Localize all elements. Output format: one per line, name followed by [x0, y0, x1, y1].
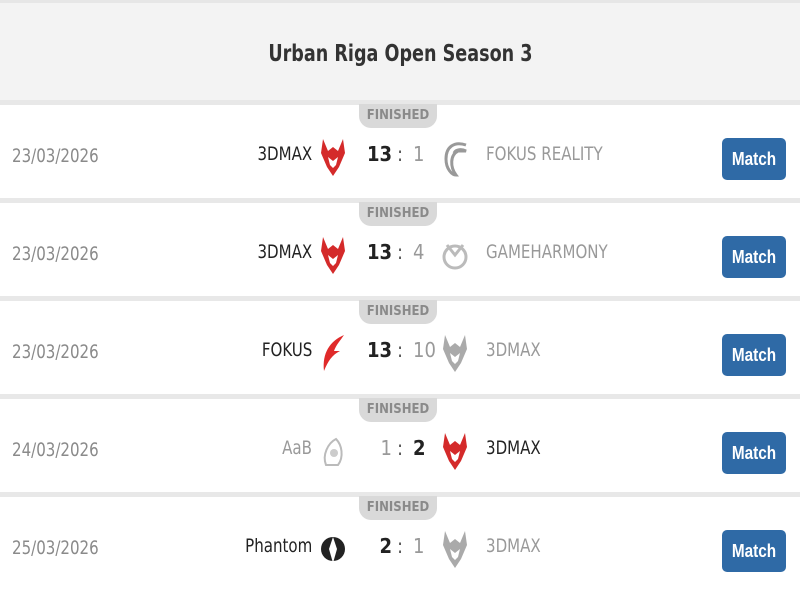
match-date: 25/03/2026 [12, 537, 99, 559]
3dmax-red-icon [442, 431, 468, 471]
score-separator: : [397, 338, 404, 362]
3dmax-gray-icon [442, 333, 468, 373]
home-team-name: 3DMAX [257, 143, 312, 165]
away-team-name: 3DMAX [486, 339, 541, 361]
match-button[interactable]: Match [722, 432, 786, 474]
3dmax-red-icon [320, 137, 346, 177]
match-date: 24/03/2026 [12, 439, 99, 461]
page-title: Urban Riga Open Season 3 [267, 40, 533, 67]
home-team-name: 3DMAX [257, 241, 312, 263]
fokus-red-icon [320, 333, 346, 373]
away-score: 10 [413, 338, 436, 362]
home-score: 1 [380, 436, 392, 460]
match-row: FINISHED 23/03/2026 3DMAX 13 : 1 FOKUS R… [0, 100, 800, 198]
home-team-name: AaB [282, 437, 312, 459]
status-badge: FINISHED [359, 398, 437, 422]
match-button-label: Match [731, 149, 777, 169]
status-badge: FINISHED [359, 300, 437, 324]
match-row: FINISHED 24/03/2026 AaB 1 : 2 3DMAX Matc… [0, 394, 800, 492]
gameharmony-gray-icon [442, 235, 468, 275]
score-separator: : [397, 436, 404, 460]
home-team-name: Phantom [244, 535, 312, 557]
home-score: 2 [379, 534, 392, 558]
score-separator: : [397, 142, 404, 166]
match-button-label: Match [731, 443, 777, 463]
away-score: 4 [413, 240, 425, 264]
away-score: 1 [413, 534, 425, 558]
score-separator: : [397, 534, 404, 558]
tournament-header: Urban Riga Open Season 3 [0, 0, 800, 104]
match-date: 23/03/2026 [12, 243, 99, 265]
match-button[interactable]: Match [722, 334, 786, 376]
away-team-name: 3DMAX [486, 437, 541, 459]
match-row: FINISHED 25/03/2026 Phantom 2 : 1 3DMAX … [0, 492, 800, 590]
phantom-black-icon [320, 529, 346, 569]
home-score: 13 [366, 240, 392, 264]
match-date: 23/03/2026 [12, 341, 99, 363]
status-badge: FINISHED [359, 496, 437, 520]
home-score: 13 [366, 142, 392, 166]
score-separator: : [397, 240, 404, 264]
status-badge: FINISHED [359, 202, 437, 226]
match-row: FINISHED 23/03/2026 3DMAX 13 : 4 GAMEHAR… [0, 198, 800, 296]
away-score: 1 [413, 142, 425, 166]
aab-gray-icon [320, 431, 346, 471]
match-button[interactable]: Match [722, 138, 786, 180]
home-team-name: FOKUS [261, 339, 312, 361]
match-button[interactable]: Match [722, 530, 786, 572]
away-score: 2 [413, 436, 426, 460]
3dmax-red-icon [320, 235, 346, 275]
match-button-label: Match [731, 345, 777, 365]
status-badge: FINISHED [359, 104, 437, 128]
fokus-gray-icon [442, 137, 468, 177]
match-button[interactable]: Match [722, 236, 786, 278]
away-team-name: FOKUS REALITY [486, 143, 603, 165]
away-team-name: 3DMAX [486, 535, 541, 557]
match-date: 23/03/2026 [12, 145, 99, 167]
home-score: 13 [366, 338, 392, 362]
match-row: FINISHED 23/03/2026 FOKUS 13 : 10 3DMAX … [0, 296, 800, 394]
away-team-name: GAMEHARMONY [486, 241, 608, 263]
3dmax-gray-icon [442, 529, 468, 569]
match-button-label: Match [731, 247, 777, 267]
match-button-label: Match [731, 541, 777, 561]
